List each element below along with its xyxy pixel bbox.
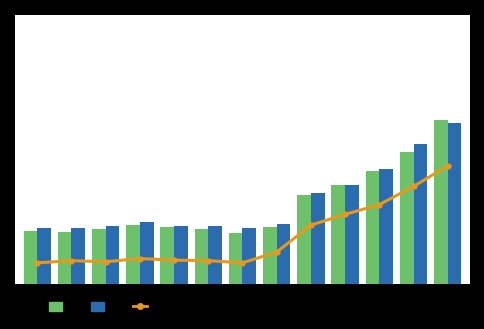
Bar	[365, 171, 378, 284]
Bar	[160, 227, 174, 284]
Bar	[71, 228, 85, 284]
Bar	[276, 223, 290, 284]
Bar	[447, 123, 460, 284]
Bar	[310, 193, 324, 284]
Bar	[58, 232, 71, 284]
Bar	[228, 233, 242, 284]
Bar	[194, 229, 208, 284]
Bar	[242, 228, 256, 284]
Bar	[413, 144, 426, 284]
Bar	[433, 120, 447, 284]
Bar	[37, 228, 51, 284]
Bar	[92, 229, 106, 284]
Bar	[399, 152, 413, 284]
Bar	[208, 226, 222, 284]
Bar	[24, 231, 37, 284]
Bar	[331, 185, 345, 284]
Bar	[297, 195, 310, 284]
Legend: , , : , ,	[44, 297, 155, 317]
Bar	[126, 225, 139, 284]
Bar	[345, 185, 358, 284]
Bar	[106, 226, 119, 284]
Bar	[378, 168, 392, 284]
Bar	[139, 222, 153, 284]
Bar	[262, 227, 276, 284]
Bar	[174, 226, 187, 284]
